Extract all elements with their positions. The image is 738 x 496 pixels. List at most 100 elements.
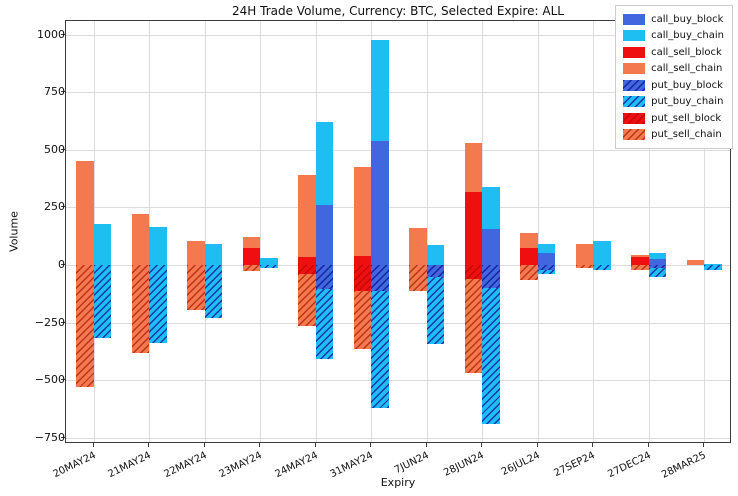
legend-item-put_buy_chain: put_buy_chain bbox=[623, 94, 724, 111]
x-axis-label: Expiry bbox=[380, 476, 416, 489]
bar-segment-put_buy_chain-27SEP24 bbox=[593, 265, 611, 270]
gridline-horizontal bbox=[66, 92, 730, 94]
legend-label: put_sell_block bbox=[651, 112, 722, 124]
y-tick-label: 250 bbox=[44, 200, 65, 214]
gridline-vertical bbox=[593, 21, 595, 442]
bar-segment-put_sell_chain-28JUN24 bbox=[464, 278, 483, 374]
bar-segment-put_buy_block-27DEC24 bbox=[648, 265, 667, 269]
x-tick-mark bbox=[314, 443, 316, 447]
legend-label: put_buy_chain bbox=[651, 96, 724, 108]
bar-segment-call_sell_block-24MAY24 bbox=[298, 256, 316, 265]
bar-segment-call_sell_chain-20MAY24 bbox=[76, 161, 94, 265]
legend-swatch-call_sell_block bbox=[623, 46, 646, 58]
bar-segment-put_sell_chain-21MAY24 bbox=[131, 265, 150, 353]
x-tick-mark bbox=[370, 443, 372, 447]
bar-segment-put_buy_chain-22MAY24 bbox=[204, 265, 223, 318]
gridline-vertical bbox=[704, 21, 706, 442]
gridline-horizontal bbox=[66, 149, 730, 151]
bar-segment-put_buy_chain-20MAY24 bbox=[93, 265, 112, 338]
gridline-vertical bbox=[648, 21, 650, 442]
bar-segment-put_sell_chain-26JUL24 bbox=[520, 265, 538, 280]
y-tick-mark bbox=[61, 148, 65, 150]
legend-swatch-call_sell_chain bbox=[623, 63, 646, 75]
bar-segment-put_buy_chain-27DEC24 bbox=[648, 268, 667, 277]
legend-swatch-call_buy_block bbox=[623, 13, 646, 25]
bar-segment-call_buy_block-31MAY24 bbox=[371, 140, 389, 265]
bar-segment-put_sell_chain-27DEC24 bbox=[631, 265, 649, 270]
bar-segment-call_buy_chain-7JUN24 bbox=[426, 245, 445, 265]
gridline-vertical bbox=[204, 21, 206, 442]
bar-segment-put_sell_chain-7JUN24 bbox=[409, 265, 427, 292]
bar-segment-put_buy_block-28JUN24 bbox=[482, 265, 500, 289]
bar-segment-put_buy_block-7JUN24 bbox=[426, 265, 445, 277]
y-tick-label: 750 bbox=[44, 85, 65, 99]
y-tick-label: 500 bbox=[44, 142, 65, 156]
gridline-horizontal bbox=[66, 437, 730, 439]
y-tick-label: −750 bbox=[34, 430, 65, 444]
bar-segment-call_sell_block-31MAY24 bbox=[353, 255, 372, 265]
gridline-horizontal bbox=[66, 322, 730, 324]
bar-segment-call_buy_block-28JUN24 bbox=[482, 229, 500, 265]
bar-segment-put_sell_chain-31MAY24 bbox=[353, 291, 372, 350]
gridline-horizontal bbox=[66, 380, 730, 382]
legend-item-call_sell_block: call_sell_block bbox=[623, 44, 724, 61]
legend-item-call_sell_chain: call_sell_chain bbox=[623, 61, 724, 78]
legend-item-call_buy_block: call_buy_block bbox=[623, 11, 724, 28]
bar-segment-put_sell_chain-22MAY24 bbox=[187, 265, 205, 310]
bar-segment-put_buy_chain-28JUN24 bbox=[482, 288, 500, 424]
y-tick-mark bbox=[61, 206, 65, 208]
bar-segment-call_buy_block-27DEC24 bbox=[648, 259, 667, 265]
bar-segment-call_buy_block-26JUL24 bbox=[537, 253, 556, 265]
y-tick-mark bbox=[61, 436, 65, 438]
x-tick-mark bbox=[703, 443, 705, 447]
x-tick-label: 28MAR25 bbox=[660, 450, 709, 481]
legend-swatch-put_sell_block bbox=[623, 112, 646, 124]
y-tick-label: −250 bbox=[34, 315, 65, 329]
bar-segment-call_buy_chain-28MAR25 bbox=[704, 263, 722, 265]
bar-segment-call_sell_chain-27SEP24 bbox=[575, 244, 594, 265]
legend-swatch-put_buy_chain bbox=[623, 96, 646, 108]
gridline-vertical bbox=[260, 21, 262, 442]
gridline-vertical bbox=[426, 21, 428, 442]
legend-item-put_buy_block: put_buy_block bbox=[623, 77, 724, 94]
legend: call_buy_block call_buy_chain call_sell_bl… bbox=[615, 5, 733, 149]
bar-segment-call_sell_chain-7JUN24 bbox=[409, 228, 427, 265]
bar-segment-put_buy_chain-21MAY24 bbox=[149, 265, 167, 344]
bar-segment-call_sell_chain-28JUN24 bbox=[464, 142, 483, 193]
y-tick-mark bbox=[61, 91, 65, 93]
bar-segment-call_buy_chain-27SEP24 bbox=[593, 240, 611, 265]
x-tick-mark bbox=[92, 443, 94, 447]
y-tick-mark bbox=[61, 321, 65, 323]
gridline-horizontal bbox=[66, 34, 730, 36]
legend-label: call_sell_block bbox=[651, 46, 722, 58]
bar-segment-put_sell_chain-20MAY24 bbox=[76, 265, 94, 388]
bar-segment-call_buy_chain-26JUL24 bbox=[537, 244, 556, 254]
bar-segment-call_sell_chain-21MAY24 bbox=[131, 214, 150, 265]
legend-swatch-put_buy_block bbox=[623, 79, 646, 91]
bar-segment-call_sell_block-28JUN24 bbox=[464, 192, 483, 265]
bar-segment-put_sell_block-24MAY24 bbox=[298, 265, 316, 275]
bar-segment-call_sell_chain-31MAY24 bbox=[353, 167, 372, 256]
bar-segment-call_buy_chain-28JUN24 bbox=[482, 186, 500, 230]
bar-segment-call_buy_chain-27DEC24 bbox=[648, 253, 667, 260]
x-tick-mark bbox=[481, 443, 483, 447]
bar-segment-call_sell_block-27DEC24 bbox=[631, 256, 649, 265]
gridline-horizontal bbox=[66, 265, 730, 266]
bar-segment-call_sell_block-26JUL24 bbox=[520, 247, 538, 265]
legend-item-call_buy_chain: call_buy_chain bbox=[623, 28, 724, 45]
bar-segment-put_buy_chain-28MAR25 bbox=[704, 265, 722, 270]
bar-segment-call_sell_chain-27DEC24 bbox=[631, 254, 649, 257]
legend-label: call_buy_chain bbox=[651, 30, 724, 42]
x-tick-mark bbox=[425, 443, 427, 447]
x-tick-mark bbox=[259, 443, 261, 447]
legend-swatch-put_sell_chain bbox=[623, 129, 646, 141]
bar-segment-call_buy_chain-20MAY24 bbox=[93, 223, 112, 265]
x-tick-mark bbox=[148, 443, 150, 447]
bar-segment-call_buy_chain-24MAY24 bbox=[315, 122, 334, 206]
x-tick-mark bbox=[203, 443, 205, 447]
legend-swatch-call_buy_chain bbox=[623, 30, 646, 42]
bar-segment-call_buy_chain-21MAY24 bbox=[149, 226, 167, 265]
bar-segment-put_buy_chain-31MAY24 bbox=[371, 291, 389, 408]
bar-segment-put_buy_block-26JUL24 bbox=[537, 265, 556, 270]
